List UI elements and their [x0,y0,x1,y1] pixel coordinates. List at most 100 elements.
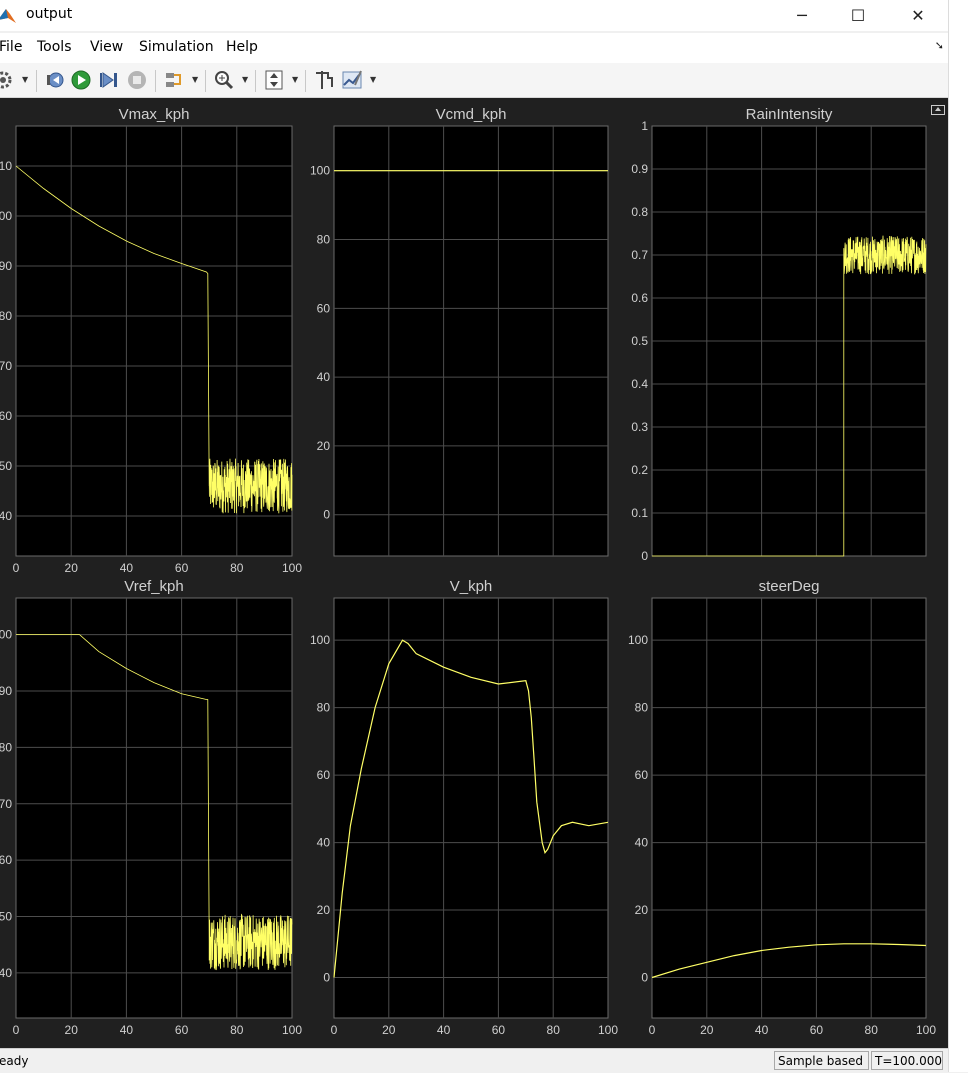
x-tick-label: 60 [175,1023,189,1037]
y-tick-label: 70 [0,797,12,811]
y-tick-label: 90 [0,684,12,698]
y-tick-label: 80 [317,701,331,715]
axes-title: steerDeg [759,578,820,595]
undock-legend-icon[interactable] [931,100,945,115]
x-tick-label: 20 [382,1023,396,1037]
y-tick-label: 0 [323,971,330,985]
y-tick-label: 40 [317,370,331,384]
x-tick-label: 0 [13,1023,20,1037]
y-tick-label: 40 [317,836,331,850]
title-bar: output ─ ☐ ✕ [0,0,948,31]
y-tick-label: 60 [0,853,12,867]
y-tick-label: 60 [317,768,331,782]
menu-simulation[interactable]: Simulation [139,39,214,55]
collapse-menu-icon[interactable]: ➘ [934,39,944,52]
maximize-button[interactable]: ☐ [850,6,866,25]
y-tick-label: 50 [0,910,12,924]
y-tick-label: 1 [641,119,648,133]
highlight-dropdown-icon[interactable]: ▼ [192,75,199,84]
step-back-icon[interactable] [44,69,66,91]
step-forward-icon[interactable] [98,69,120,91]
settings-dropdown-icon[interactable]: ▼ [22,75,29,84]
style-icon[interactable] [341,69,363,91]
menu-bar: File Tools View Simulation Help ➘ [0,33,948,63]
x-tick-label: 20 [65,1023,79,1037]
x-tick-label: 40 [755,1023,769,1037]
y-tick-label: 50 [0,459,12,473]
cursor-measure-icon[interactable] [313,69,335,91]
axes-V_kph[interactable] [333,597,609,1019]
axes-steerDeg[interactable] [651,597,927,1019]
sim-time-indicator: T=100.000 [871,1051,943,1070]
y-tick-label: 60 [0,409,12,423]
y-tick-label: 80 [317,233,331,247]
autoscale-dropdown-icon[interactable]: ▼ [292,75,299,84]
y-tick-label: 10 [0,159,12,173]
menu-tools[interactable]: Tools [37,39,72,55]
window-title: output [26,6,73,22]
toolbar-separator [155,70,156,92]
x-tick-label: 60 [810,1023,824,1037]
x-tick-label: 0 [331,1023,338,1037]
zoom-dropdown-icon[interactable]: ▼ [242,75,249,84]
y-tick-label: 80 [635,701,649,715]
minimize-button[interactable]: ─ [797,6,807,25]
autoscale-icon[interactable] [263,69,285,91]
stop-icon[interactable] [126,69,148,91]
y-tick-label: 0.6 [631,291,648,305]
series-line-Vref_kph [16,634,293,971]
series-line-V_kph [333,639,609,978]
sample-mode-indicator: Sample based [774,1051,869,1070]
y-tick-label: 0.9 [631,162,648,176]
y-tick-label: 80 [0,740,12,754]
x-tick-label: 20 [700,1023,714,1037]
zoom-icon[interactable] [213,69,235,91]
y-tick-label: 100 [310,164,330,178]
background-window-edge [948,0,968,1072]
x-tick-label: 100 [598,1023,618,1037]
axes-title: Vref_kph [124,578,183,595]
x-tick-label: 100 [916,1023,936,1037]
y-tick-label: 0 [323,508,330,522]
x-tick-label: 80 [230,561,244,575]
y-tick-label: 90 [0,259,12,273]
y-tick-label: 20 [317,439,331,453]
menu-view[interactable]: View [90,39,124,55]
axes-Vcmd_kph[interactable] [333,125,609,557]
y-tick-label: 0 [641,549,648,563]
y-tick-label: 100 [628,633,648,647]
settings-icon[interactable] [0,69,14,91]
series-line-Vmax_kph [15,165,293,514]
toolbar-separator [36,70,37,92]
y-tick-label: 40 [0,509,12,523]
highlight-icon[interactable] [163,69,185,91]
menu-help[interactable]: Help [226,39,258,55]
x-tick-label: 40 [437,1023,451,1037]
x-tick-label: 0 [13,561,20,575]
run-icon[interactable] [70,69,92,91]
y-tick-label: 100 [310,633,330,647]
toolbar-separator [255,70,256,92]
y-tick-label: 0.3 [631,420,648,434]
x-tick-label: 80 [547,1023,561,1037]
axes-Vref_kph[interactable] [15,597,293,1019]
y-tick-label: 0.7 [631,248,648,262]
x-tick-label: 100 [282,1023,302,1037]
menu-file[interactable]: File [0,39,23,55]
axes-Vmax_kph[interactable] [15,125,293,557]
x-tick-label: 0 [649,1023,656,1037]
x-tick-label: 80 [865,1023,879,1037]
y-tick-label: 80 [0,309,12,323]
y-tick-label: 0 [641,971,648,985]
axes-title: RainIntensity [746,106,833,123]
close-button[interactable]: ✕ [911,6,925,25]
style-dropdown-icon[interactable]: ▼ [370,75,377,84]
y-tick-label: 20 [317,903,331,917]
x-tick-label: 60 [175,561,189,575]
scope-plot-area: Vmax_kph 10 00 90 80 70 60 50 40 0 20 40 60 80 100 Vcmd… [0,98,948,1048]
y-tick-label: 0.1 [631,506,648,520]
axes-title: V_kph [450,578,493,595]
axes-title: Vmax_kph [119,106,190,123]
toolbar-separator [205,70,206,92]
